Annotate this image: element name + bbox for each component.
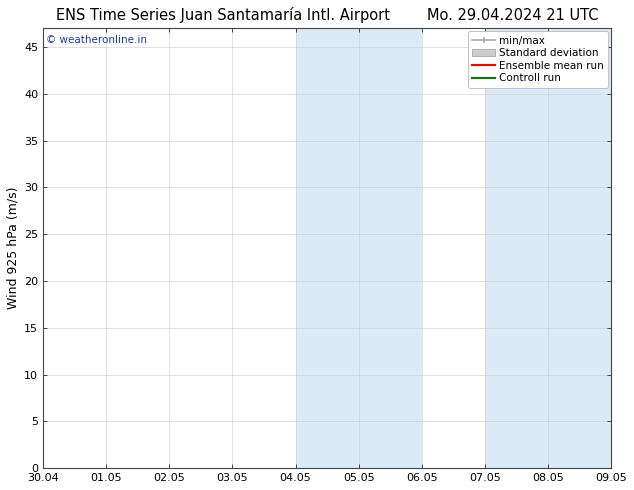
Y-axis label: Wind 925 hPa (m/s): Wind 925 hPa (m/s) [7,187,20,310]
Bar [485,28,611,468]
Title: ENS Time Series Juan Santamaría Intl. Airport        Mo. 29.04.2024 21 UTC: ENS Time Series Juan Santamaría Intl. Ai… [56,7,598,23]
Bar [295,28,422,468]
Text: © weatheronline.in: © weatheronline.in [46,35,147,45]
Legend: min/max, Standard deviation, Ensemble mean run, Controll run: min/max, Standard deviation, Ensemble me… [468,31,608,88]
